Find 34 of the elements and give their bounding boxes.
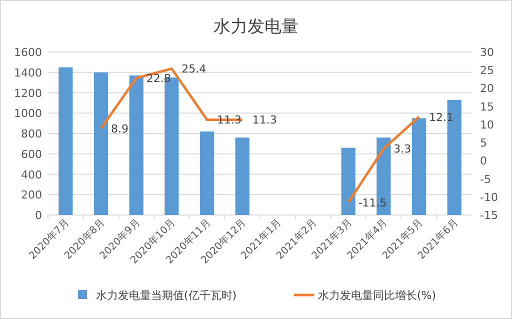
bar bbox=[235, 138, 250, 215]
y2-tick-label: 30 bbox=[480, 46, 494, 59]
bar bbox=[129, 75, 144, 215]
y2-tick-label: -15 bbox=[480, 209, 498, 222]
data-label: 22.8 bbox=[146, 72, 171, 86]
y-tick-label: 400 bbox=[21, 168, 42, 182]
y-tick-label: 1400 bbox=[14, 66, 42, 80]
y2-tick-label: 20 bbox=[480, 82, 494, 96]
bar bbox=[412, 118, 426, 215]
legend-label: 水力发电量当期值(亿千瓦时) bbox=[96, 289, 237, 302]
y2-tick-label: 15 bbox=[480, 100, 494, 114]
data-label: 3.3 bbox=[394, 142, 412, 156]
y2-tick-label: 0 bbox=[480, 154, 487, 168]
y-tick-label: 1000 bbox=[14, 107, 42, 120]
data-label: 8.9 bbox=[111, 122, 128, 136]
y-tick-label: 1200 bbox=[14, 86, 42, 100]
y-tick-label: 1600 bbox=[14, 46, 42, 59]
y-tick-label: 800 bbox=[21, 128, 42, 140]
data-label: 11.3 bbox=[252, 114, 277, 127]
bar bbox=[58, 67, 73, 215]
y-tick-label: 200 bbox=[21, 188, 42, 202]
chart-title: 水力发电量 bbox=[214, 17, 298, 37]
bar bbox=[94, 72, 108, 215]
bar bbox=[341, 148, 356, 215]
y2-tick-label: -10 bbox=[480, 190, 498, 204]
y-tick-label: 600 bbox=[21, 148, 42, 161]
y-tick-label: 0 bbox=[35, 209, 42, 222]
bar bbox=[200, 131, 214, 215]
y2-tick-label: -5 bbox=[480, 172, 491, 186]
y2-tick-label: 25 bbox=[480, 64, 494, 78]
data-label: 25.4 bbox=[182, 62, 206, 76]
y2-tick-label: 10 bbox=[480, 118, 494, 132]
legend-label: 水力发电量同比增长(%) bbox=[318, 289, 436, 302]
y2-tick-label: 5 bbox=[480, 136, 487, 150]
